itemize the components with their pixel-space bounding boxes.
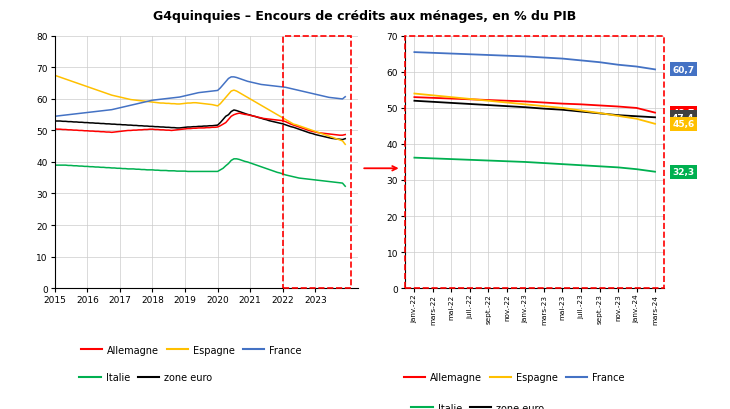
Text: 48,7: 48,7 <box>672 109 694 118</box>
Bar <box>283 37 351 288</box>
Text: 45,6: 45,6 <box>672 120 694 129</box>
Legend: Italie, zone euro: Italie, zone euro <box>407 399 548 409</box>
Text: G4quinquies – Encours de crédits aux ménages, en % du PIB: G4quinquies – Encours de crédits aux mén… <box>153 10 577 23</box>
Legend: Italie, zone euro: Italie, zone euro <box>75 369 216 387</box>
Text: 47,4: 47,4 <box>672 114 694 123</box>
Text: 32,3: 32,3 <box>672 168 694 177</box>
Text: 60,7: 60,7 <box>672 66 694 75</box>
